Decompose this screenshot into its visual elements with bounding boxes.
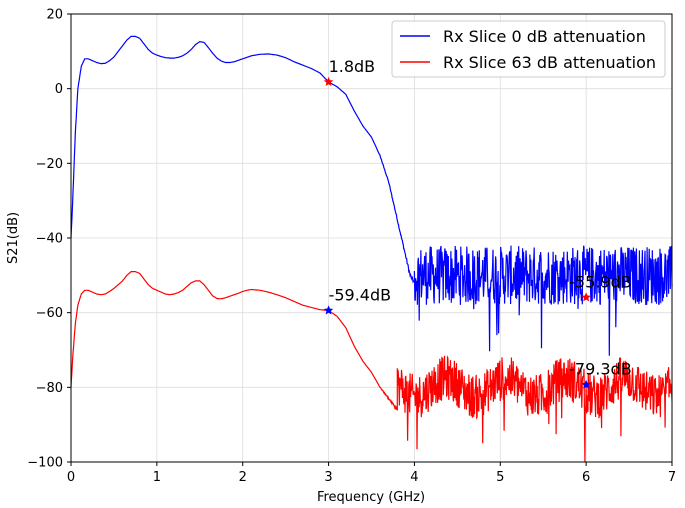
y-tick-label: −80 [36,381,63,396]
y-tick-label: −20 [36,157,63,172]
y-axis-label: S21(dB) [6,212,21,264]
annotation-marker-0-1 [581,292,591,302]
legend-label-series-0: Rx Slice 0 dB attenuation [443,27,646,46]
x-tick-label: 7 [668,470,676,485]
x-tick-label: 0 [67,470,75,485]
annotation-marker-1-1 [581,379,591,389]
annotation-label-0-1: -55.9dB [569,272,632,291]
annotation-marker-0-0 [323,76,334,86]
y-tick-label: −40 [36,232,63,247]
y-tick-label: 0 [55,82,63,97]
legend-label-series-1: Rx Slice 63 dB attenuation [443,53,656,72]
x-tick-label: 1 [153,470,161,485]
ticks: 0 1 2 3 4 5 6 7 20 0 −20 −40 −60 −80 −100 [27,8,676,486]
series-layer [70,35,673,463]
annotation-label-1-0: -59.4dB [329,285,392,304]
annotation-label-1-1: -79.3dB [569,360,632,379]
x-tick-label: 3 [324,470,332,485]
series-line-0 [70,35,673,356]
annotations: 1.8dB -55.9dB -59.4dB -79.3dB [323,57,632,389]
annotation-label-0-0: 1.8dB [329,57,376,76]
x-axis-label: Frequency (GHz) [317,490,425,505]
x-tick-label: 2 [239,470,247,485]
y-tick-label: 20 [46,8,63,23]
legend-box [391,20,666,78]
y-tick-label: −100 [27,456,63,471]
x-tick-label: 5 [496,470,504,485]
x-tick-label: 4 [410,470,418,485]
series-line-1 [70,271,673,463]
x-tick-label: 6 [582,470,590,485]
y-tick-label: −60 [36,306,63,321]
annotation-marker-1-0 [323,305,334,315]
legend: Rx Slice 0 dB attenuation Rx Slice 63 dB… [391,20,666,78]
